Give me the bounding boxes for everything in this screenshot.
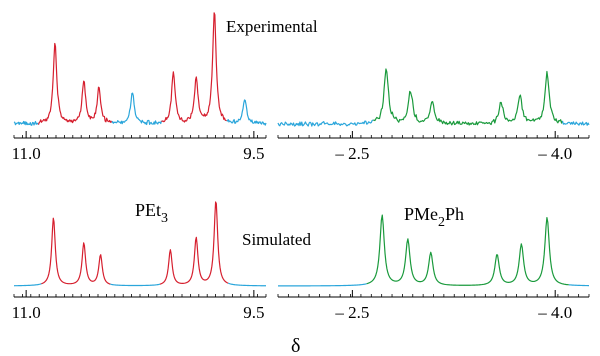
panel-pet3-simulated: 11.0 9.5 [12,201,267,322]
spectrum-baseline-segment [277,119,374,127]
tick-label: 11.0 [12,144,41,163]
spectrum-baseline-segment [227,282,266,287]
panel-pme2ph-experimental: – 2.5 – 4.0 [277,68,590,163]
spectrum-panels: 11.0 9.5 – 2.5 – 4.0 11.0 9.5 – 2.5 – 4.0 [12,12,590,322]
tick-label: – 2.5 [334,303,369,322]
spectrum-signal-segment [161,12,227,123]
tick-label: – 2.5 [334,144,369,163]
compound-label-pet3-main: PEt [135,200,161,220]
spectrum-signal-segment [41,217,111,285]
spectrum-signal-segment [373,68,564,126]
panel-pet3-experimental: 11.0 9.5 [12,12,267,163]
spectrum-baseline-segment [568,284,590,287]
tick-label: – 4.0 [537,303,572,322]
spectrum-signal-segment [366,214,569,286]
tick-label: – 4.0 [537,144,572,163]
spectrum-baseline-segment [111,92,163,126]
tick-label: 9.5 [243,303,264,322]
spectrum-baseline-segment [13,120,39,126]
spectrum-signal-segment [159,201,229,285]
spectrum-signal-segment [37,42,113,125]
spectrum-baseline-segment [561,120,590,126]
compound-label-pme2ph-subscript: 2 [438,215,445,230]
compound-label-pme2ph-suffix: Ph [445,204,464,224]
spectrum-baseline-segment [226,99,267,126]
compound-label-pme2ph: PMe2Ph [404,204,464,230]
peak-point [215,201,216,202]
spectrum-baseline-segment [13,283,42,287]
spectrum-baseline-segment [278,283,367,287]
spectrum-baseline-segment [110,283,161,287]
x-axis-label: δ [291,335,300,356]
compound-label-pme2ph-main: PMe [404,204,438,224]
tick-label: 9.5 [243,144,264,163]
compound-label-pet3-subscript: 3 [161,211,168,226]
compound-label-pet3: PEt3 [135,200,168,226]
row-label-experimental: Experimental [226,17,318,36]
panel-pme2ph-simulated: – 2.5 – 4.0 [277,214,590,322]
tick-label: 11.0 [12,303,41,322]
row-label-simulated: Simulated [242,230,311,249]
